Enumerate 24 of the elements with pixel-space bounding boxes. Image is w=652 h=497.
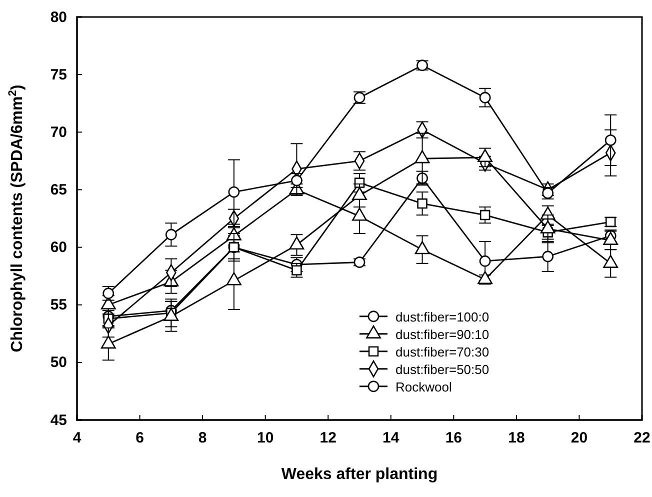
legend-label: dust:fiber=70:30	[396, 344, 490, 360]
y-tick-label: 55	[50, 296, 67, 314]
y-tick-label: 65	[50, 182, 67, 199]
x-tick-label: 12	[320, 430, 336, 447]
x-axis-title: Weeks after planting	[281, 466, 438, 483]
y-tick-label: 60	[50, 239, 67, 256]
y-tick-label: 75	[50, 66, 67, 84]
y-tick-label: 50	[50, 354, 67, 372]
x-tick-label: 14	[382, 430, 400, 447]
x-tick-label: 10	[256, 430, 274, 447]
y-tick-label: 70	[50, 124, 67, 141]
x-tick-label: 20	[570, 430, 588, 447]
x-tick-label: 6	[136, 430, 144, 447]
x-tick-label: 4	[72, 430, 82, 447]
y-tick-label: 45	[50, 412, 67, 429]
x-tick-label: 18	[508, 430, 525, 447]
x-tick-label: 22	[634, 430, 650, 447]
y-tick-label: 80	[50, 8, 67, 26]
x-tick-label: 16	[445, 430, 462, 447]
legend-label: dust:fiber=100:0	[396, 309, 490, 324]
legend-label: dust:fiber=90:10	[396, 326, 490, 342]
legend-label: Rockwool	[396, 379, 452, 394]
x-tick-label: 8	[198, 430, 207, 447]
legend-label: dust:fiber=50:50	[396, 362, 490, 377]
